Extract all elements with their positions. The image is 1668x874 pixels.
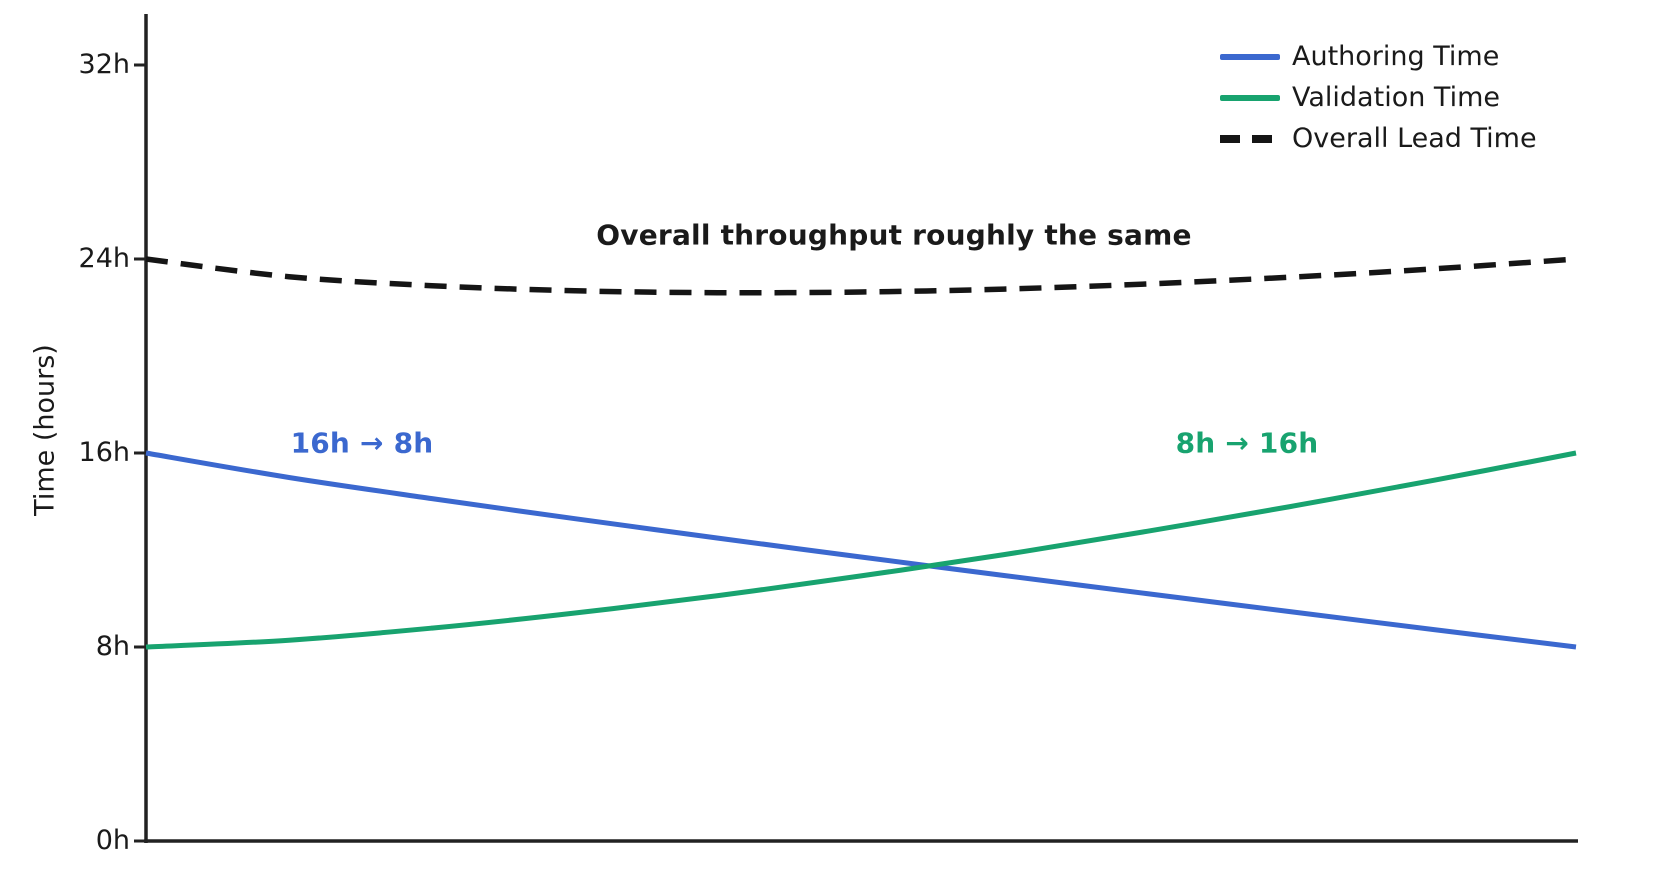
overall-lead-time-line — [145, 256, 1577, 296]
authoring-time-line — [145, 450, 1577, 650]
validation-time-line — [145, 450, 1577, 650]
legend-item-validation-time: Validation Time — [1220, 77, 1537, 118]
legend-label-overall-lead-time: Overall Lead Time — [1292, 123, 1537, 154]
legend-label-authoring-time: Authoring Time — [1292, 41, 1500, 72]
legend-swatch-authoring-time-icon — [1220, 53, 1280, 60]
y-tick-label-32h: 32h — [78, 49, 130, 80]
y-tick-label-16h: 16h — [78, 437, 130, 468]
legend-swatch-validation-time-icon — [1220, 94, 1280, 101]
y-axis-title: Time (hours) — [29, 344, 61, 516]
y-tick-label-24h: 24h — [78, 243, 130, 274]
legend-item-overall-lead-time: Overall Lead Time — [1220, 118, 1537, 159]
annotation-validation-change: 8h → 16h — [1175, 426, 1319, 460]
legend: Authoring Time Validation Time Overall Lea… — [1220, 36, 1537, 159]
y-tick-label-8h: 8h — [95, 631, 130, 662]
legend-swatch-overall-lead-time-icon — [1220, 134, 1280, 143]
y-tick-label-0h: 0h — [95, 825, 130, 856]
legend-label-validation-time: Validation Time — [1292, 82, 1500, 113]
annotation-overall-throughput: Overall throughput roughly the same — [596, 218, 1192, 252]
legend-item-authoring-time: Authoring Time — [1220, 36, 1537, 77]
annotation-authoring-change: 16h → 8h — [290, 426, 434, 460]
